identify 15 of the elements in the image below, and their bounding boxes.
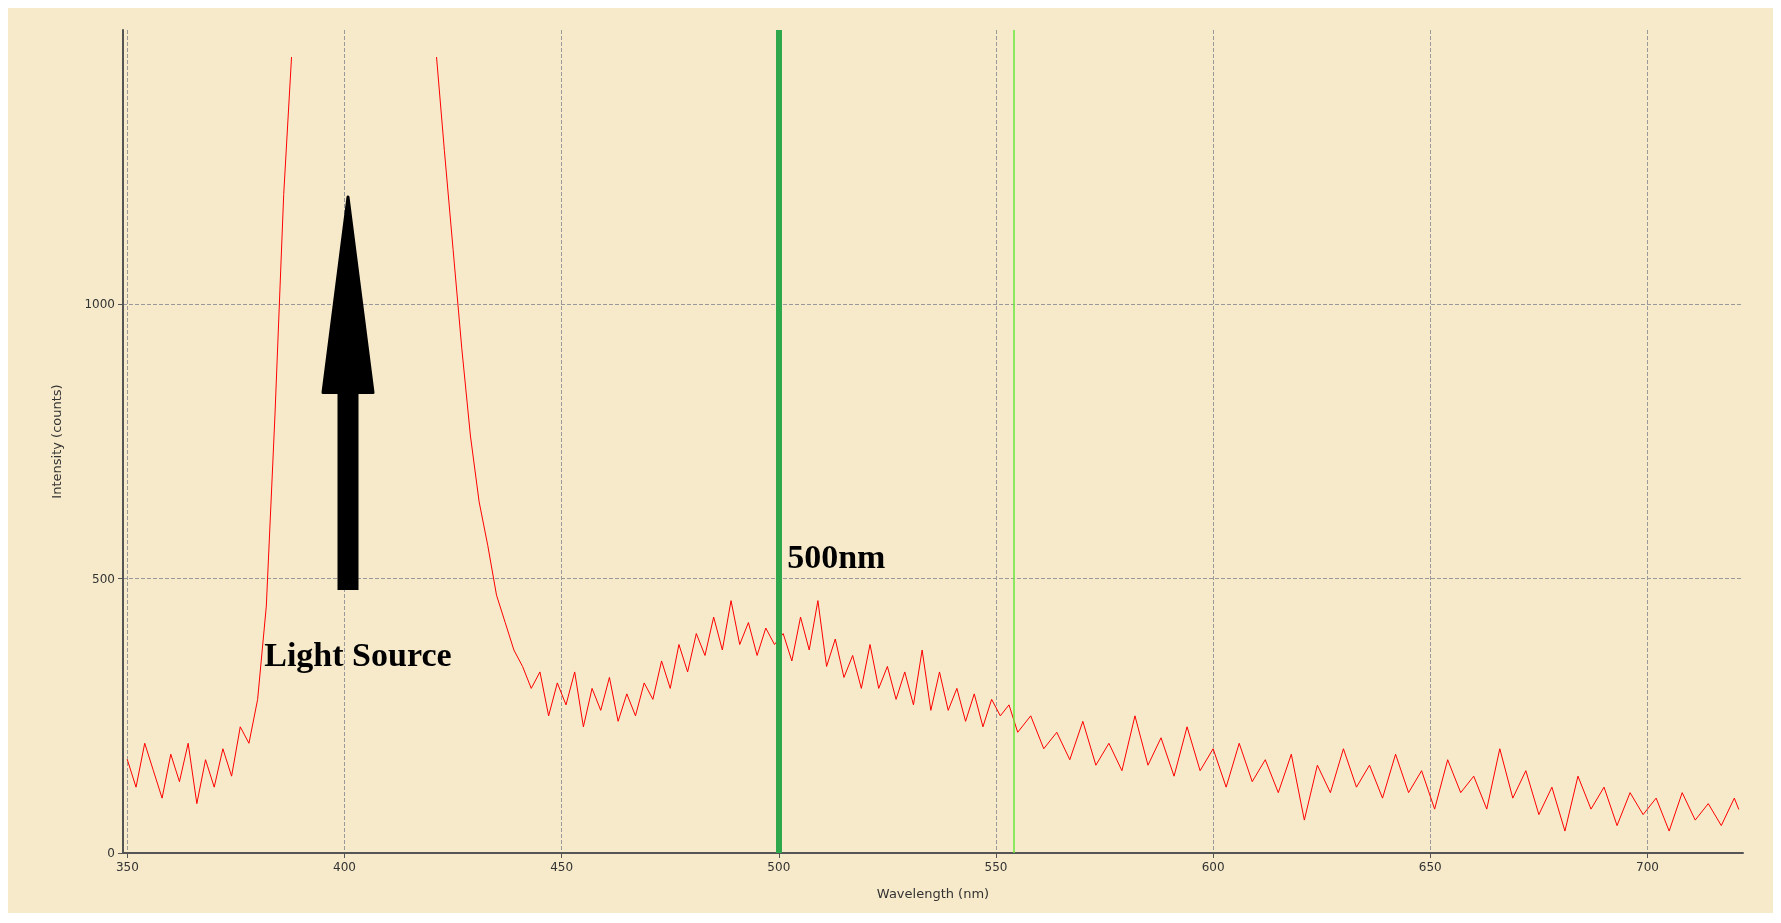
x-tick-label: 350 xyxy=(115,860,139,874)
y-tick-label: 0 xyxy=(107,846,115,860)
annotation: Light Source xyxy=(264,636,452,674)
annotation: 500nm xyxy=(787,537,886,575)
y-axis-title: Intensity (counts) xyxy=(49,384,64,499)
y-tick-label: 500 xyxy=(92,571,115,586)
x-tick-label: 650 xyxy=(1418,860,1442,874)
x-tick-label: 500 xyxy=(767,860,791,874)
x-tick-label: 600 xyxy=(1201,860,1225,874)
x-tick-label: 550 xyxy=(984,860,1008,874)
x-tick-label: 450 xyxy=(550,860,574,874)
x-tick-label: 400 xyxy=(333,860,356,874)
x-tick-label: 700 xyxy=(1636,860,1659,874)
x-axis-title: Wavelength (nm) xyxy=(876,886,990,901)
y-tick-label: 1000 xyxy=(84,297,115,312)
